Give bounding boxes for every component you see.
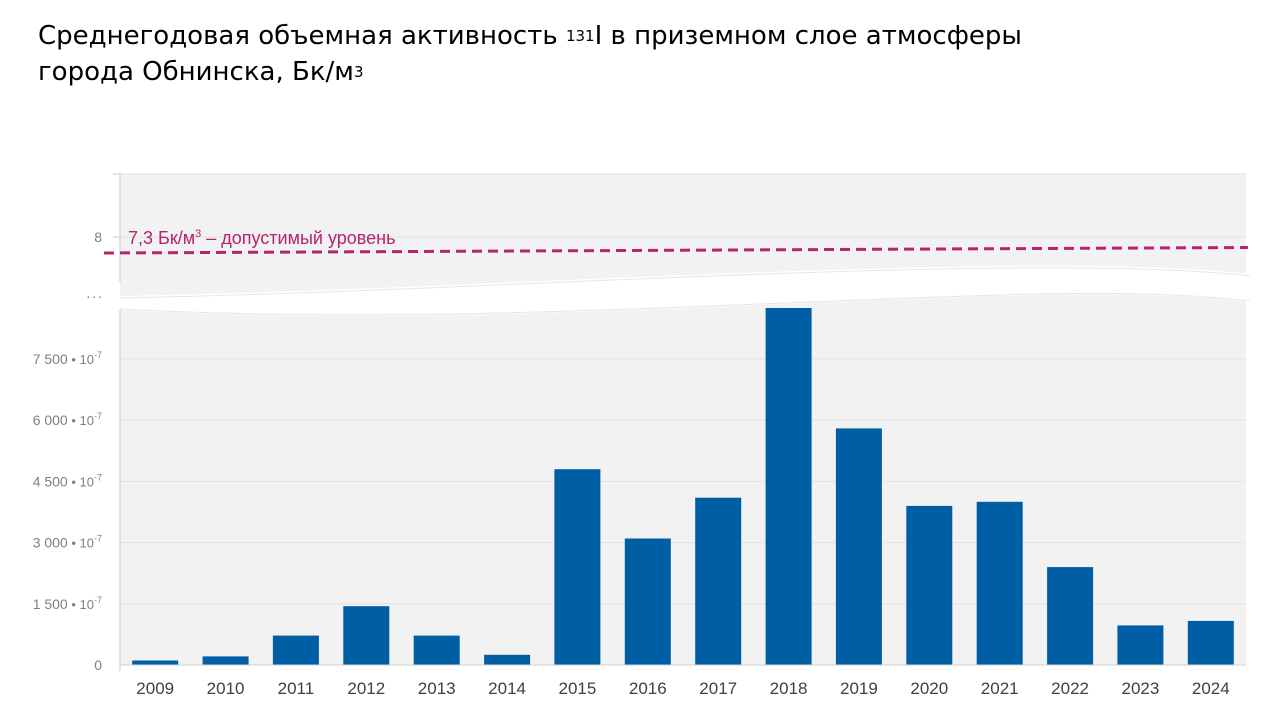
x-tick-label-2022: 2022 bbox=[1051, 679, 1089, 698]
y-tick-label-5: 7 500 • 10-7 bbox=[33, 350, 102, 367]
bar-2011 bbox=[272, 635, 319, 665]
axis-break-edge-bottom bbox=[119, 292, 1251, 316]
bar-2017 bbox=[695, 497, 742, 665]
title-text-2: города Обнинска, Бк/м bbox=[38, 57, 354, 87]
axis-break-band bbox=[120, 265, 1250, 316]
y-tick-label-1: 1 500 • 10-7 bbox=[33, 595, 102, 612]
bar-2010 bbox=[202, 656, 249, 665]
bar-2014 bbox=[484, 654, 531, 665]
bar-2021 bbox=[976, 501, 1023, 665]
chart-title: Среднегодовая объемная активность 131I в… bbox=[38, 18, 1138, 90]
y-tick-label-upper: 8 bbox=[94, 229, 102, 245]
axis-break-marker: ... bbox=[86, 285, 104, 301]
x-tick-label-2016: 2016 bbox=[629, 679, 667, 698]
x-tick-label-2020: 2020 bbox=[910, 679, 948, 698]
x-tick-label-2019: 2019 bbox=[840, 679, 878, 698]
bar-2022 bbox=[1047, 567, 1094, 665]
x-tick-label-2010: 2010 bbox=[207, 679, 245, 698]
x-tick-label-2021: 2021 bbox=[981, 679, 1019, 698]
title-line-1: Среднегодовая объемная активность 131I в… bbox=[38, 18, 1138, 54]
bar-2016 bbox=[624, 538, 671, 665]
x-tick-label-2023: 2023 bbox=[1121, 679, 1159, 698]
x-tick-label-2011: 2011 bbox=[278, 679, 315, 698]
bar-2019 bbox=[835, 428, 882, 665]
y-tick-label-0: 0 bbox=[94, 657, 102, 673]
title-line-2: города Обнинска, Бк/м3 bbox=[38, 54, 1138, 90]
y-tick-label-3: 4 500 • 10-7 bbox=[33, 472, 102, 489]
bar-2023 bbox=[1117, 625, 1164, 665]
bar-2020 bbox=[906, 505, 953, 665]
y-tick-label-4: 6 000 • 10-7 bbox=[33, 411, 102, 428]
x-tick-label-2015: 2015 bbox=[558, 679, 596, 698]
x-tick-label-2012: 2012 bbox=[347, 679, 385, 698]
bar-2009 bbox=[132, 660, 179, 665]
x-tick-label-2024: 2024 bbox=[1192, 679, 1230, 698]
reference-label: 7,3 Бк/м3 – допустимый уровень bbox=[128, 228, 395, 248]
x-tick-label-2018: 2018 bbox=[770, 679, 808, 698]
y-tick-label-2: 3 000 • 10-7 bbox=[33, 534, 102, 551]
title-unit-sup: 3 bbox=[353, 63, 364, 81]
x-tick-label-2013: 2013 bbox=[418, 679, 456, 698]
bar-2024 bbox=[1187, 620, 1234, 665]
title-text-1a: Среднегодовая объемная активность bbox=[38, 21, 566, 51]
bar-2012 bbox=[343, 606, 390, 665]
bar-2015 bbox=[554, 469, 601, 665]
reference-line bbox=[103, 246, 1249, 255]
axis-break-edge-top bbox=[119, 267, 1251, 299]
x-tick-label-2009: 2009 bbox=[136, 679, 174, 698]
bar-2018 bbox=[765, 308, 812, 665]
title-text-1b: I в приземном слое атмосферы bbox=[594, 21, 1022, 51]
x-tick-label-2014: 2014 bbox=[488, 679, 526, 698]
title-isotope-sup: 131 bbox=[565, 27, 595, 45]
bar-2013 bbox=[413, 635, 460, 665]
x-tick-label-2017: 2017 bbox=[699, 679, 737, 698]
